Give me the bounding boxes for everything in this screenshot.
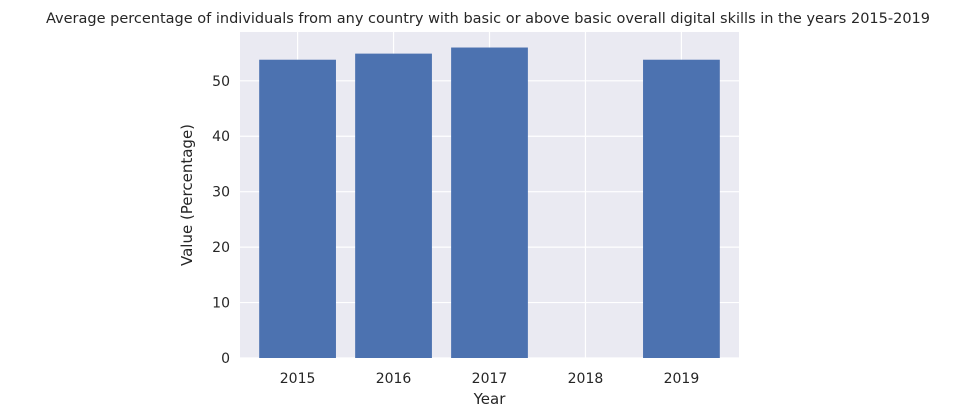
x-tick-label: 2018 xyxy=(568,371,604,387)
x-axis-ticks: 2015 2016 2017 2018 2019 xyxy=(280,371,699,387)
bar-2019 xyxy=(643,59,720,358)
y-tick-label: 40 xyxy=(212,129,230,145)
x-tick-label: 2017 xyxy=(472,371,508,387)
y-tick-label: 0 xyxy=(221,351,230,367)
bars xyxy=(259,47,720,359)
y-axis-label: Value (Percentage) xyxy=(178,124,196,266)
x-tick-label: 2015 xyxy=(280,371,316,387)
y-tick-label: 30 xyxy=(212,185,230,201)
x-tick-label: 2016 xyxy=(376,371,412,387)
bar-2017 xyxy=(451,47,528,359)
bar-2015 xyxy=(259,59,336,358)
x-tick-label: 2019 xyxy=(664,371,700,387)
y-tick-label: 10 xyxy=(212,296,230,312)
chart-title: Average percentage of individuals from a… xyxy=(46,11,930,27)
y-tick-label: 20 xyxy=(212,240,230,256)
y-axis-ticks: 0 10 20 30 40 50 xyxy=(212,74,230,367)
x-axis-label: Year xyxy=(473,390,507,408)
y-tick-label: 50 xyxy=(212,74,230,90)
bar-2016 xyxy=(355,53,432,359)
